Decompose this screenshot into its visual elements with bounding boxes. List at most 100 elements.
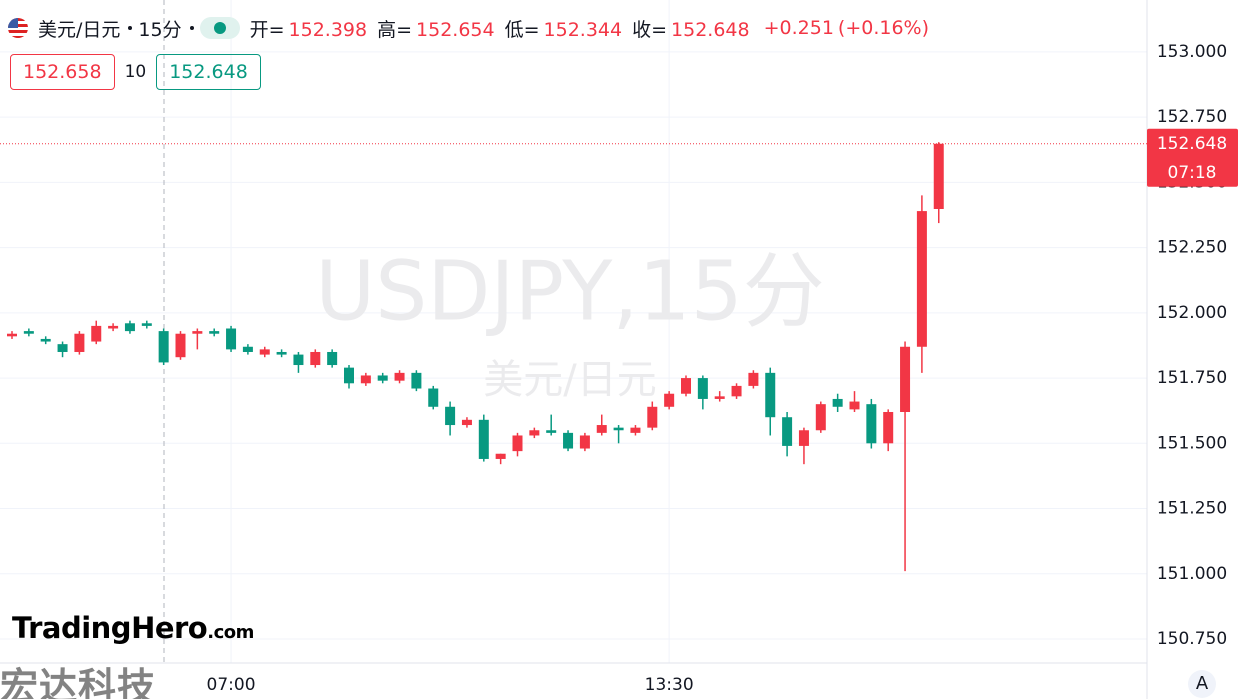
candle-body [815,404,826,431]
spread: 10 [124,62,147,82]
candle-body [883,411,894,444]
candle-body [394,372,405,381]
candle-body [175,333,186,358]
candle-body [596,425,607,433]
candle-body [664,393,675,407]
candle-body [529,430,540,436]
grid [0,0,1147,663]
interval[interactable]: 15分 [138,18,182,41]
candles [7,142,944,572]
candle-body [866,404,877,444]
candle-body [57,344,68,352]
ohlc-label: 高= [377,18,413,41]
candle-body [124,323,135,332]
y-tick-label: 152.750 [1157,107,1227,127]
ohlc-label: 收= [632,18,668,41]
candle-body [681,378,691,394]
candle-body [411,372,422,389]
candle-body [916,211,927,347]
candle-body [293,354,304,366]
symbol-header: 美元/日元 15分 开= 152.398 高= 152.654 低= 152.344 收= 1… [0,14,933,42]
y-tick-label: 151.250 [1157,499,1227,519]
candle-body [428,388,439,407]
candle-body [495,453,506,459]
candle-body [798,430,809,446]
y-tick-label: 152.000 [1157,303,1227,323]
logo: TradingHero.com [12,611,254,645]
candle-body [310,351,321,366]
x-tick-label: 13:30 [645,675,694,695]
candle-body [40,338,51,342]
auto-scale-button[interactable]: A [1188,670,1216,698]
candle-body [579,435,590,449]
candle-body [23,331,34,334]
watermark-sub: 美元/日元 [483,357,656,403]
candle-body [782,417,793,446]
candle-body [377,375,388,381]
price-tag-label: 152.648 [1157,134,1227,154]
candle-body [242,346,253,352]
candle-body [731,385,742,397]
candle-body [461,419,472,426]
ohlc-value: 152.344 [543,18,623,41]
y-tick-label: 152.250 [1157,238,1227,258]
buy-button[interactable]: 152.648 [156,54,261,90]
candle-body [613,427,624,431]
x-tick-label: 07:00 [207,675,256,695]
price-tag-box [1147,128,1238,187]
ohlc-label: 低= [504,18,540,41]
candle-body [192,331,203,334]
candle-body [7,333,17,337]
y-tick-label: 151.000 [1157,564,1227,584]
candle-body [108,325,119,329]
logo-suffix: .com [207,622,254,643]
flag-icon [8,18,28,38]
brand: 宏达科技 [0,665,157,699]
candle-body [259,349,270,355]
candle-body [647,406,658,428]
y-tick-label: 151.750 [1157,368,1227,388]
symbol: 美元/日元 [38,18,121,41]
ohlc-values: 开= 152.398 高= 152.654 低= 152.344 收= 152.648 [250,15,760,42]
candle-body [563,432,574,449]
market-status[interactable] [199,17,240,39]
candle-body [900,346,911,412]
watermark: USDJPY,15分 [315,244,825,339]
sell-button[interactable]: 152.658 [10,54,115,90]
candle-body [630,427,641,433]
candle-body [141,323,152,326]
candle-body [445,406,456,426]
candle-body [765,372,776,418]
candle-body [933,143,944,209]
candle-body [714,396,725,399]
candle-body [748,372,759,386]
price-tag: 152.648 07:18 [0,128,1238,187]
candle-body [546,430,557,433]
ohlc-value: 152.648 [671,18,750,41]
ohlc-label: 开= [249,18,285,41]
y-tick-label: 151.500 [1157,433,1227,453]
ohlc-value: 152.398 [288,18,368,41]
candle-body [74,333,85,352]
trade-buttons: 152.658 10 152.648 [10,54,261,90]
change-pct: (+0.16%) [837,17,930,39]
candle-body [832,398,843,407]
candle-body [849,401,860,410]
candle-body [327,351,338,366]
countdown: 07:18 [1168,163,1217,183]
candle-body [344,367,354,384]
candle-body [158,331,169,363]
y-tick-label: 150.750 [1157,629,1227,649]
logo-name: TradingHero [12,611,208,645]
candle-body [697,378,708,399]
y-axis: 150.750 151.000 151.250 151.500 151.750 152.0… [1157,42,1227,649]
change: +0.251 [763,17,834,39]
y-tick-label: 153.000 [1157,42,1227,62]
candle-body [478,419,489,459]
candle-body [226,328,237,350]
ohlc-value: 152.654 [416,18,495,41]
candle-body [512,435,523,452]
